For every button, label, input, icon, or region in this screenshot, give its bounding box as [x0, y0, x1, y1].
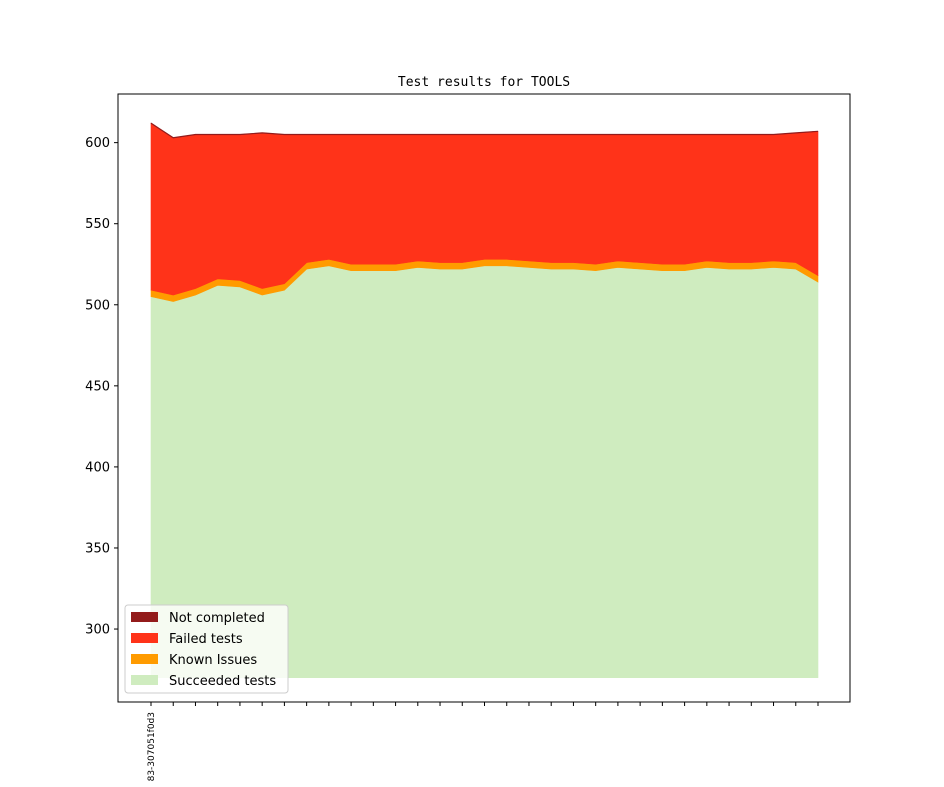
legend-label: Not completed	[169, 611, 265, 626]
legend-swatch	[131, 633, 158, 643]
y-tick-label: 450	[85, 379, 110, 394]
legend-label: Known Issues	[169, 653, 257, 668]
y-tick-label: 550	[85, 217, 110, 232]
y-tick-label: 350	[85, 541, 110, 556]
x-tick-label: 83-307051f0d3	[147, 712, 157, 781]
y-tick-label: 500	[85, 298, 110, 313]
legend-swatch	[131, 654, 158, 664]
plot-frame	[117, 93, 851, 703]
chart-title: Test results for TOOLS	[398, 75, 570, 90]
legend-swatch	[131, 612, 158, 622]
y-axis: 300 350 400 450 500 550 600	[85, 136, 118, 638]
legend-label: Failed tests	[169, 632, 243, 647]
stacked-areas	[150, 122, 819, 678]
y-tick-label: 600	[85, 136, 110, 151]
legend-swatch	[131, 675, 158, 685]
x-axis: 83-307051f0d3	[147, 702, 819, 781]
area-top-outline	[150, 122, 819, 139]
y-tick-label: 300	[85, 623, 110, 638]
legend-box	[124, 604, 289, 694]
legend: Not completed Failed tests Known Issues Suc…	[124, 604, 289, 694]
y-tick-label: 400	[85, 460, 110, 475]
legend-label: Succeeded tests	[169, 674, 276, 689]
